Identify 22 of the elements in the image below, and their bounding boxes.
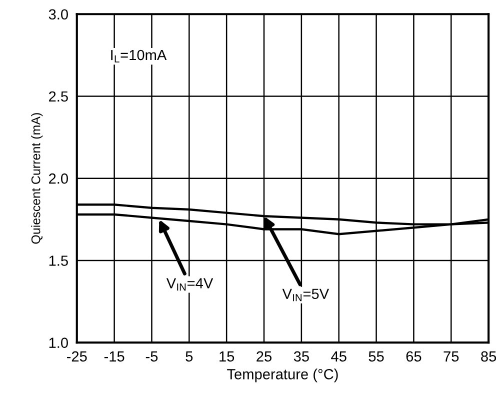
y-tick-label: 3.0 [48, 9, 68, 20]
x-tick-label: -25 [66, 351, 87, 362]
x-tick-label: -15 [104, 351, 124, 362]
annotation: I$_{L}$=10mA [111, 50, 167, 62]
y-tick-label: 2.0 [49, 173, 68, 184]
annotation: V$_{IN}$=5V [282, 288, 330, 302]
x-axis-title: Temperature (°C) [227, 368, 338, 382]
y-tick-label: 2.5 [49, 91, 68, 102]
y-axis-title: Quiescent Current (mA) [31, 113, 43, 244]
x-tick-label: 15 [220, 351, 234, 362]
x-tick-label: 25 [256, 351, 272, 362]
x-tick-label: 75 [444, 351, 459, 362]
x-tick-label: 55 [368, 351, 384, 362]
y-tick-label: 1.0 [49, 338, 68, 348]
y-tick-label: 1.5 [49, 256, 68, 266]
annotation: V$_{IN}$=4V [166, 278, 214, 291]
x-tick-label: -5 [146, 351, 158, 362]
x-tick-label: 5 [186, 351, 193, 362]
x-tick-label: 45 [331, 351, 346, 362]
x-tick-label: 35 [294, 351, 309, 362]
x-tick-label: 65 [406, 351, 422, 362]
x-tick-label: 85 [481, 351, 496, 362]
